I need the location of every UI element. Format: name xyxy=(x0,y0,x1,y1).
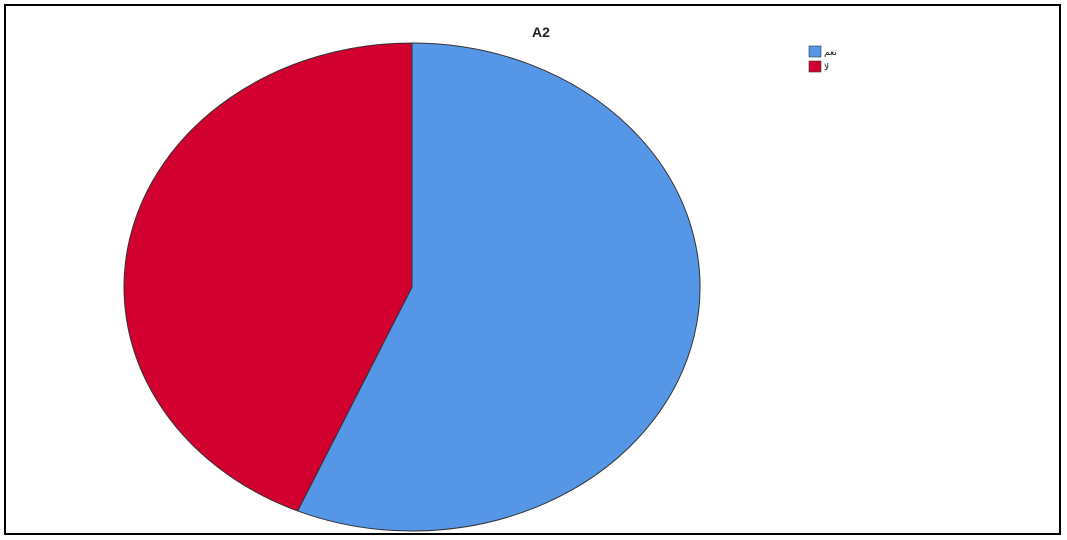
chart-title: A2 xyxy=(532,24,550,40)
pie-slices xyxy=(123,42,701,532)
pie-slice-2 xyxy=(123,42,413,512)
pie-slice-1 xyxy=(296,42,701,532)
legend-swatch-1 xyxy=(808,45,822,58)
legend: نعم لا xyxy=(808,45,837,73)
legend-label-2: لا xyxy=(824,63,829,73)
legend-swatch-2 xyxy=(808,60,822,73)
legend-label-1: نعم xyxy=(824,48,837,58)
